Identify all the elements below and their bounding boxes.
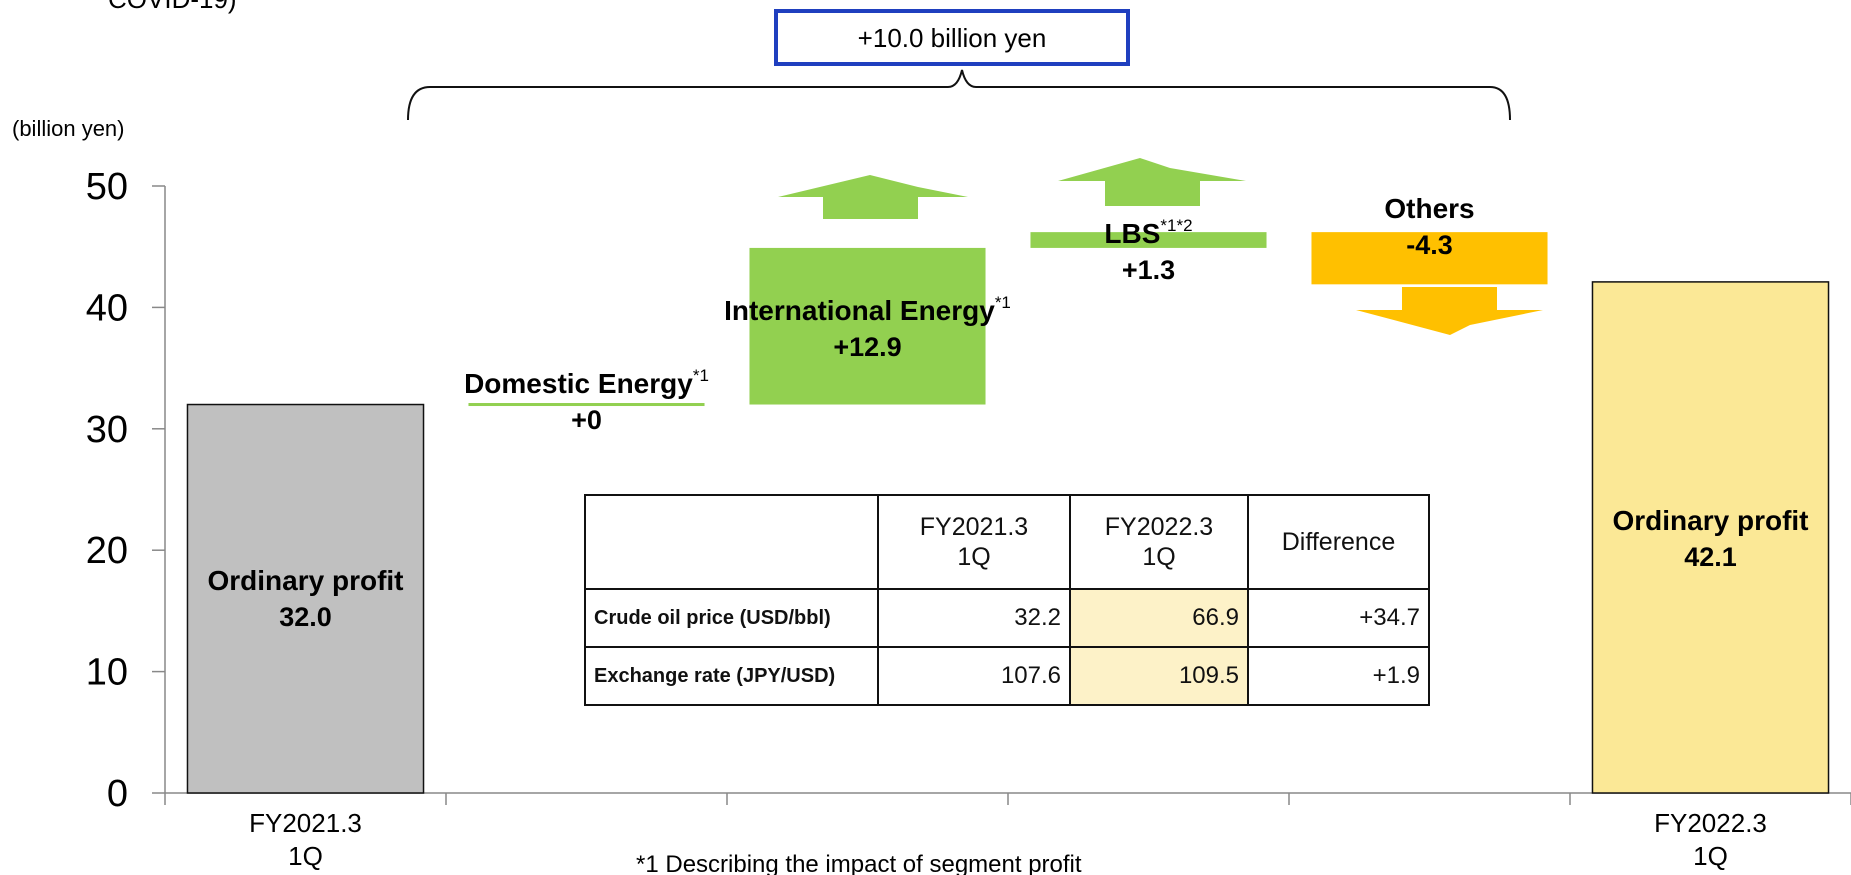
bar-value-label: +12.9: [833, 332, 901, 362]
table-header-prev: FY2021.3 1Q: [877, 494, 1071, 590]
top-left-text: COVID-19): [108, 0, 237, 14]
y-axis-unit: (billion yen): [12, 116, 125, 141]
up-arrow-stem: [1105, 181, 1200, 206]
bar: [749, 247, 986, 405]
bar: [468, 403, 705, 407]
y-tick-label: 40: [86, 287, 128, 329]
table-header-diff: Difference: [1247, 494, 1430, 590]
bar-name-label: Others: [1384, 193, 1474, 224]
table-cell-curr: 109.5: [1069, 646, 1249, 706]
footnote: *1 Describing the impact of segment prof…: [636, 851, 1082, 875]
table-row: Crude oil price (USD/bbl) 32.2 66.9 +34.…: [584, 588, 1430, 648]
bar-name-label: International Energy*1: [724, 293, 1011, 326]
bar: [186, 403, 425, 794]
table-header-diff-text: Difference: [1281, 528, 1396, 556]
bar-name-label: Ordinary profit: [207, 565, 403, 596]
total-change-callout: [774, 9, 1130, 66]
bar-value-label: +1.3: [1122, 255, 1175, 285]
y-tick-label: 30: [86, 409, 128, 451]
table-header-curr: FY2022.3 1Q: [1069, 494, 1249, 590]
table-header-empty: [584, 494, 879, 590]
bar-value-label: 42.1: [1684, 542, 1737, 572]
bars-group: Ordinary profit 32.0 Domestic Energy*1 +0 In…: [186, 193, 1830, 794]
bar: [1311, 232, 1548, 285]
up-arrow-icon: [778, 175, 968, 197]
down-arrow-stem: [1402, 287, 1497, 310]
bar-name-label: Ordinary profit: [1612, 505, 1808, 536]
table-cell-curr: 66.9: [1069, 588, 1249, 648]
table-row-label: Exchange rate (JPY/USD): [584, 646, 879, 706]
y-tick-label: 10: [86, 652, 128, 694]
table-header-curr-text: FY2022.3 1Q: [1104, 513, 1214, 571]
y-tick-label: 20: [86, 530, 128, 572]
bar-name-label: Domestic Energy*1: [464, 366, 709, 399]
bar: [1030, 232, 1267, 248]
total-change-brace: [407, 69, 1511, 121]
table-cell-prev: 107.6: [877, 646, 1071, 706]
table-row-label: Crude oil price (USD/bbl): [584, 588, 879, 648]
table-cell-diff: +34.7: [1247, 588, 1430, 648]
up-arrow-stem: [823, 197, 918, 219]
table-header-row: FY2021.3 1Q FY2022.3 1Q Difference: [584, 494, 1430, 590]
fx-assumption-table: FY2021.3 1Q FY2022.3 1Q Difference Crude…: [584, 494, 1430, 706]
table-cell-prev: 32.2: [877, 588, 1071, 648]
up-arrow-icon: [1058, 158, 1246, 181]
down-arrow-icon: [1356, 310, 1543, 335]
table-header-prev-text: FY2021.3 1Q: [919, 513, 1029, 571]
bar-value-label: 32.0: [279, 602, 332, 632]
table-row: Exchange rate (JPY/USD) 107.6 109.5 +1.9: [584, 646, 1430, 706]
y-axis-ticks: 0 10 20 30 40 50: [86, 166, 165, 815]
bar: [1591, 281, 1830, 794]
x-axis-ticks: FY2021.3 1Q FY2022.3 1Q: [164, 793, 1851, 871]
y-tick-label: 50: [86, 166, 128, 208]
x-tick-label: FY2021.3 1Q: [249, 808, 362, 871]
bar-value-label: +0: [571, 405, 602, 435]
x-tick-label: FY2022.3 1Q: [1654, 808, 1767, 871]
total-change-label: +10.0 billion yen: [858, 23, 1047, 53]
y-tick-label: 0: [107, 773, 128, 815]
table-cell-diff: +1.9: [1247, 646, 1430, 706]
bar-value-label: -4.3: [1406, 230, 1453, 260]
